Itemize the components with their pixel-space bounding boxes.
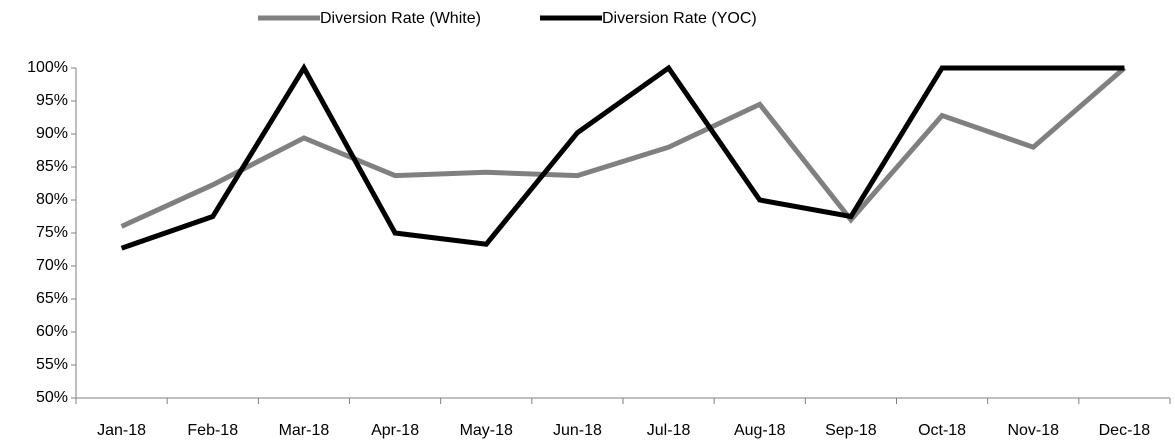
series-line <box>120 66 1127 229</box>
y-tick-label: 80% <box>36 191 68 208</box>
x-tick-label: Apr-18 <box>371 422 419 439</box>
x-tick-label: Nov-18 <box>1007 422 1059 439</box>
y-tick-label: 85% <box>36 158 68 175</box>
y-tick-label: 90% <box>36 125 68 142</box>
y-tick-label: 100% <box>27 59 68 76</box>
y-tick-label: 75% <box>36 224 68 241</box>
x-tick-label: Jan-18 <box>97 422 146 439</box>
legend-label: Diversion Rate (YOC) <box>602 10 757 27</box>
series-line <box>120 63 1125 251</box>
x-tick-label: Jul-18 <box>647 422 691 439</box>
x-tick-label: Jun-18 <box>553 422 602 439</box>
x-tick-label: Aug-18 <box>734 422 786 439</box>
x-tick-label: Feb-18 <box>187 422 238 439</box>
y-tick-label: 70% <box>36 257 68 274</box>
y-tick-label: 95% <box>36 92 68 109</box>
y-tick-label: 55% <box>36 356 68 373</box>
y-tick-label: 50% <box>36 389 68 406</box>
x-tick-label: Dec-18 <box>1099 422 1151 439</box>
x-tick-label: May-18 <box>460 422 513 439</box>
y-tick-label: 60% <box>36 323 68 340</box>
x-tick-label: Sep-18 <box>825 422 877 439</box>
x-tick-label: Oct-18 <box>918 422 966 439</box>
y-tick-label: 65% <box>36 290 68 307</box>
legend-label: Diversion Rate (White) <box>320 10 481 27</box>
x-tick-label: Mar-18 <box>279 422 330 439</box>
